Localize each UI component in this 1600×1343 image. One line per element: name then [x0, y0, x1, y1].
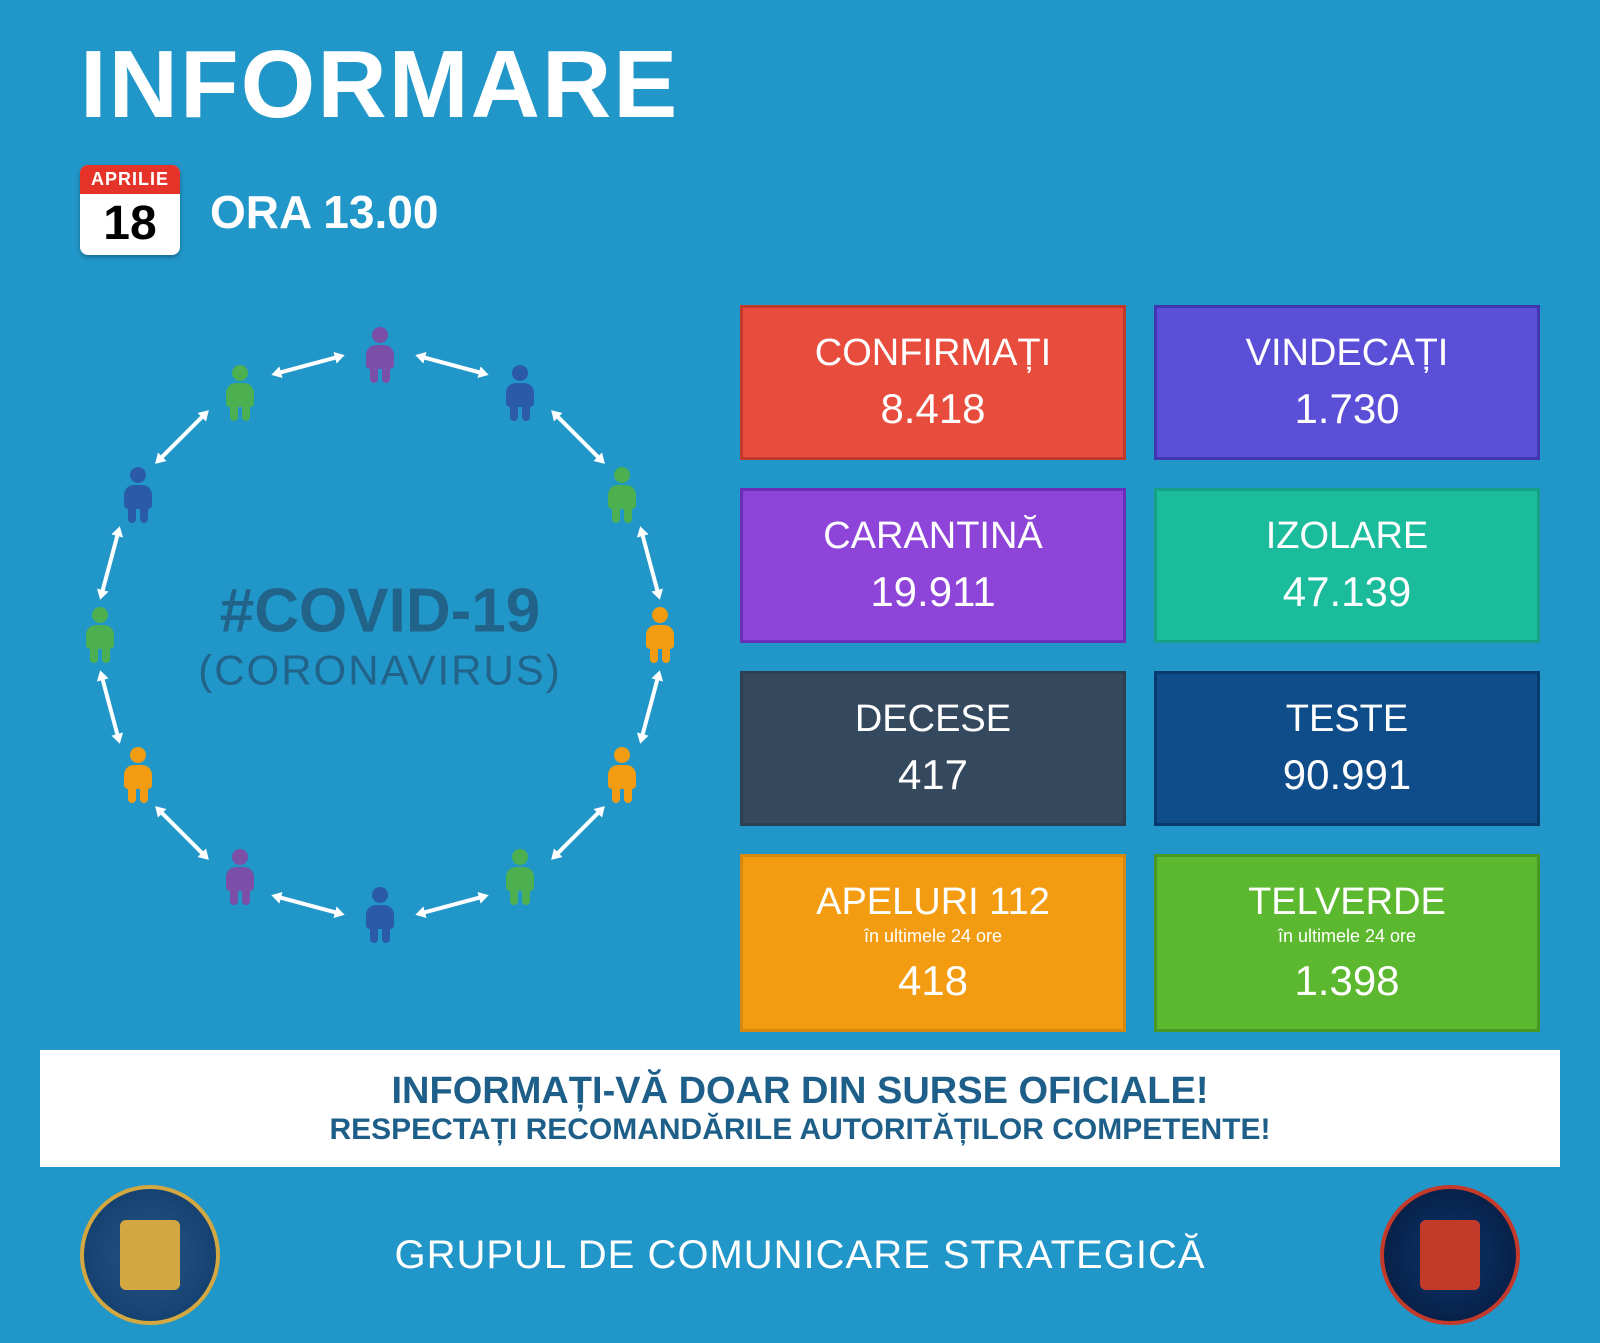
stat-label: APELURI 112	[753, 881, 1113, 924]
stat-label: TELVERDE	[1167, 881, 1527, 924]
stat-box-7: TELVERDEîn ultimele 24 ore 1.398	[1154, 854, 1540, 1032]
person-icon	[361, 327, 399, 383]
footer: GRUPUL DE COMUNICARE STRATEGICĂ	[0, 1185, 1600, 1325]
person-icon	[119, 747, 157, 803]
stat-box-4: DECESE 417	[740, 671, 1126, 826]
stat-box-6: APELURI 112în ultimele 24 ore 418	[740, 854, 1126, 1032]
covid-circle: #COVID-19 (CORONAVIRUS)	[60, 315, 700, 955]
date-badge: APRILIE 18	[80, 165, 180, 255]
dept-emblem-icon	[1380, 1185, 1520, 1325]
stat-value: 90.991	[1167, 751, 1527, 799]
person-icon	[603, 747, 641, 803]
stat-value: 8.418	[753, 385, 1113, 433]
covid-subtitle: (CORONAVIRUS)	[198, 647, 562, 695]
arrow-icon	[641, 678, 660, 737]
stat-box-0: CONFIRMAȚI 8.418	[740, 305, 1126, 460]
arrow-icon	[555, 414, 600, 459]
arrow-icon	[278, 896, 337, 915]
stat-label: CARANTINĂ	[753, 515, 1113, 558]
arrow-icon	[159, 810, 204, 855]
arrow-icon	[100, 533, 119, 592]
stat-label: IZOLARE	[1167, 515, 1527, 558]
header-title: INFORMARE	[80, 30, 679, 140]
stat-label: VINDECAȚI	[1167, 332, 1527, 375]
info-line2: RESPECTAȚI RECOMANDĂRILE AUTORITĂȚILOR C…	[60, 1113, 1540, 1147]
stat-value: 19.911	[753, 568, 1113, 616]
person-icon	[221, 365, 259, 421]
stat-value: 47.139	[1167, 568, 1527, 616]
arrow-icon	[159, 414, 204, 459]
time-label: ORA 13.00	[210, 185, 438, 239]
stats-grid: CONFIRMAȚI 8.418 VINDECAȚI 1.730 CARANTINĂ 19…	[740, 305, 1540, 1032]
person-icon	[221, 849, 259, 905]
person-icon	[501, 365, 539, 421]
person-icon	[81, 607, 119, 663]
person-icon	[603, 467, 641, 523]
arrow-icon	[423, 896, 482, 915]
info-banner: INFORMAȚI-VĂ DOAR DIN SURSE OFICIALE! RE…	[40, 1050, 1560, 1167]
person-icon	[361, 887, 399, 943]
date-day: 18	[80, 194, 180, 254]
stat-value: 1.398	[1167, 957, 1527, 1005]
stat-box-5: TESTE 90.991	[1154, 671, 1540, 826]
stat-box-2: CARANTINĂ 19.911	[740, 488, 1126, 643]
arrow-icon	[641, 533, 660, 592]
person-icon	[119, 467, 157, 523]
arrow-icon	[278, 355, 337, 374]
stat-label: TESTE	[1167, 698, 1527, 741]
stat-box-3: IZOLARE 47.139	[1154, 488, 1540, 643]
stat-box-1: VINDECAȚI 1.730	[1154, 305, 1540, 460]
stat-sublabel: în ultimele 24 ore	[1167, 926, 1527, 947]
stat-value: 1.730	[1167, 385, 1527, 433]
person-icon	[501, 849, 539, 905]
stat-label: DECESE	[753, 698, 1113, 741]
stat-value: 417	[753, 751, 1113, 799]
footer-text: GRUPUL DE COMUNICARE STRATEGICĂ	[220, 1233, 1380, 1278]
stat-value: 418	[753, 957, 1113, 1005]
gov-emblem-icon	[80, 1185, 220, 1325]
arrow-icon	[555, 810, 600, 855]
date-month: APRILIE	[80, 165, 180, 194]
covid-text: #COVID-19 (CORONAVIRUS)	[198, 576, 562, 695]
stat-label: CONFIRMAȚI	[753, 332, 1113, 375]
arrow-icon	[423, 355, 482, 374]
person-icon	[641, 607, 679, 663]
covid-hashtag: #COVID-19	[198, 576, 562, 647]
arrow-icon	[100, 678, 119, 737]
info-line1: INFORMAȚI-VĂ DOAR DIN SURSE OFICIALE!	[60, 1070, 1540, 1113]
stat-sublabel: în ultimele 24 ore	[753, 926, 1113, 947]
